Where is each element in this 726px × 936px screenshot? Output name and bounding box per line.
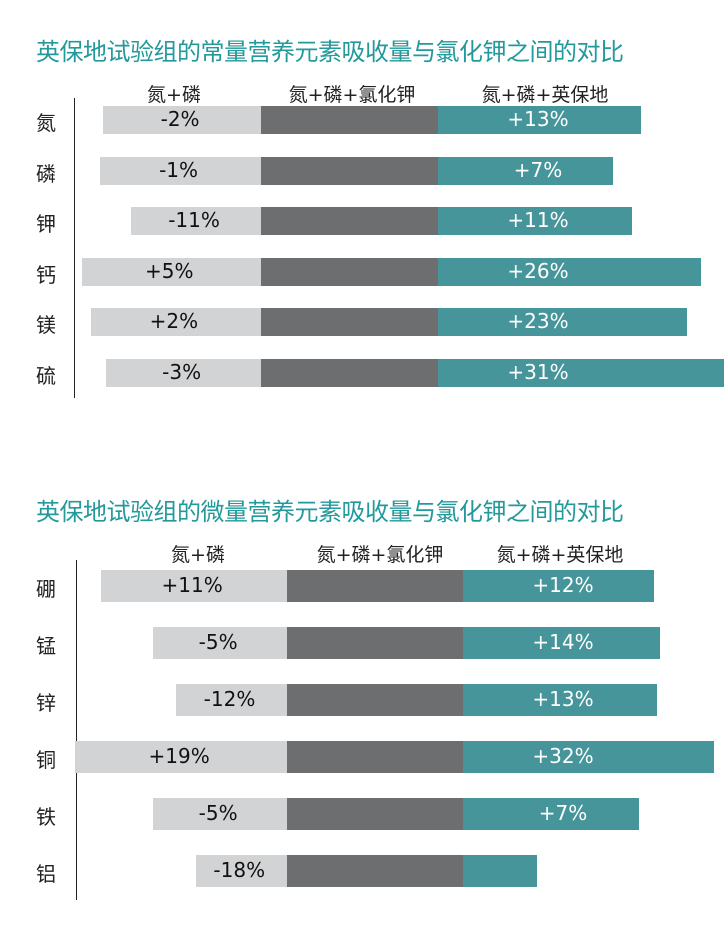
- bar-npy: [463, 627, 660, 659]
- category-label: 镁: [36, 313, 56, 337]
- data-label-np: +11%: [161, 573, 223, 597]
- data-label-npy: +12%: [532, 573, 594, 597]
- category-label: 硼: [36, 577, 56, 601]
- bar-npy: [463, 798, 639, 830]
- data-label-npy: +7%: [513, 157, 563, 182]
- data-label-npy: +14%: [532, 630, 594, 654]
- category-label: 氮: [36, 111, 56, 135]
- data-label-np: -12%: [203, 687, 256, 711]
- bar-npk: [261, 106, 438, 134]
- data-label-np: -3%: [162, 359, 202, 384]
- column-header-npk: 氮+磷+氯化钾: [288, 84, 416, 106]
- category-label: 锌: [36, 691, 56, 715]
- bar-npk: [287, 684, 463, 716]
- category-label: 铜: [36, 748, 56, 772]
- bar-npk: [287, 741, 463, 773]
- data-label-np: +5%: [145, 258, 194, 283]
- bar-npk: [287, 798, 463, 830]
- bar-npk: [287, 627, 463, 659]
- category-label: 磷: [36, 161, 56, 186]
- y-axis-line: [76, 560, 77, 900]
- macronutrient-chart: 英保地试验组的常量营养元素吸收量与氯化钾之间的对比 氮+磷 氮+磷+氯化钾 氮+…: [0, 0, 726, 420]
- bar-npk: [261, 308, 438, 336]
- bar-npy: [463, 684, 657, 716]
- category-label: 铝: [36, 862, 56, 886]
- bar-np: [106, 358, 261, 387]
- data-label-npy: +32%: [532, 744, 594, 768]
- bar-npy: [438, 358, 724, 387]
- bar-npk: [261, 257, 438, 286]
- bar-np: [195, 855, 287, 887]
- bar-npk: [287, 570, 463, 602]
- chart-title: 英保地试验组的微量营养元素吸收量与氯化钾之间的对比: [36, 498, 624, 526]
- y-axis-line: [74, 98, 75, 398]
- data-label-npy: -27%: [537, 858, 589, 882]
- category-label: 钙: [36, 262, 56, 287]
- bar-npk: [261, 156, 438, 185]
- chart-title: 英保地试验组的常量营养元素吸收量与氯化钾之间的对比: [36, 38, 624, 66]
- column-header-npy: 氮+磷+英保地: [496, 544, 624, 566]
- bar-npy: [463, 855, 537, 887]
- data-label-npy: +11%: [507, 208, 569, 232]
- column-header-np: 氮+磷: [147, 84, 201, 106]
- bar-np: [153, 798, 287, 830]
- data-label-npy: +26%: [507, 258, 569, 283]
- data-label-npy: +7%: [538, 801, 588, 825]
- bar-npk: [261, 207, 438, 235]
- bar-npk: [287, 855, 463, 887]
- data-label-np: -11%: [168, 208, 220, 232]
- bar-npy: [438, 156, 614, 185]
- bar-npy: [463, 570, 654, 602]
- category-label: 铁: [36, 805, 56, 829]
- bar-np: [103, 106, 261, 134]
- bar-npk: [261, 358, 438, 387]
- column-header-npk: 氮+磷+氯化钾: [316, 544, 444, 566]
- category-label: 锰: [36, 634, 56, 658]
- category-label: 钾: [36, 212, 56, 236]
- bar-np: [100, 156, 261, 185]
- bar-np: [176, 684, 287, 716]
- bar-np: [75, 741, 287, 773]
- column-header-npy: 氮+磷+英保地: [481, 84, 609, 106]
- data-label-np: -2%: [160, 107, 200, 131]
- bar-npy: [438, 207, 632, 235]
- bar-npy: [438, 106, 641, 134]
- data-label-np: +2%: [149, 309, 199, 333]
- data-label-np: -1%: [159, 157, 199, 182]
- bar-npy: [438, 257, 701, 286]
- column-header-np: 氮+磷: [171, 544, 225, 566]
- bar-np: [131, 207, 261, 235]
- bar-npy: [438, 308, 687, 336]
- data-label-np: -5%: [198, 630, 238, 654]
- data-label-npy: +13%: [532, 687, 594, 711]
- bar-np: [153, 627, 287, 659]
- data-label-np: -5%: [198, 801, 238, 825]
- data-label-np: -18%: [213, 858, 266, 882]
- bar-np: [101, 570, 287, 602]
- bar-np: [81, 257, 261, 286]
- data-label-npy: +13%: [507, 107, 569, 131]
- data-label-np: +19%: [148, 744, 210, 768]
- data-label-npy: +31%: [507, 359, 569, 384]
- category-label: 硫: [36, 363, 56, 388]
- data-label-npy: +23%: [507, 309, 569, 333]
- bar-npy: [463, 741, 714, 773]
- bar-np: [90, 308, 261, 336]
